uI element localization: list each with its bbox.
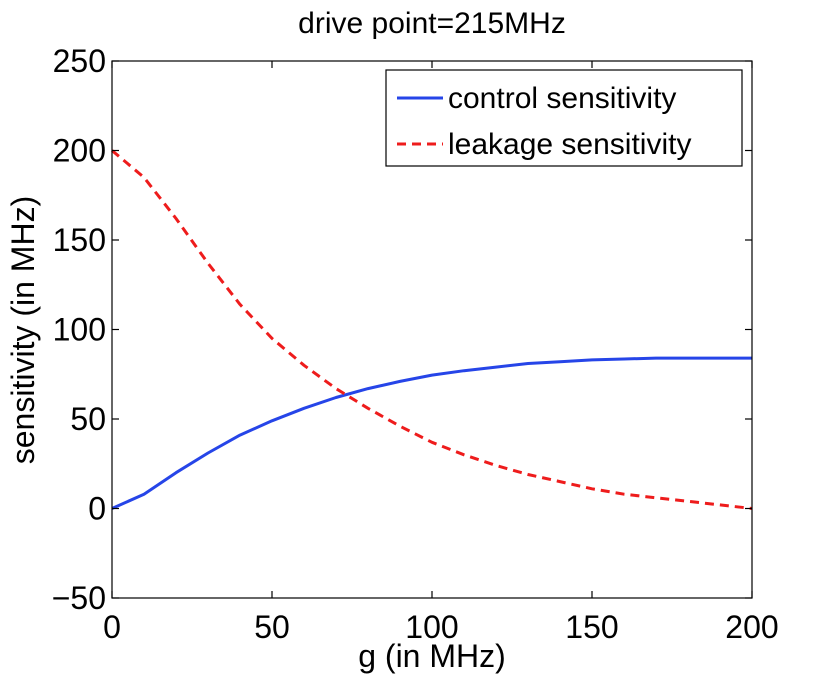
x-tick-label: 200: [725, 609, 778, 645]
x-tick-label: 150: [565, 609, 618, 645]
y-tick-label: 200: [53, 133, 106, 169]
y-axis-label: sensitivity (in MHz): [5, 196, 41, 464]
x-axis-label: g (in MHz): [358, 638, 506, 674]
y-tick-label: 150: [53, 222, 106, 258]
legend-label: control sensitivity: [448, 82, 676, 115]
y-tick-label: 100: [53, 312, 106, 348]
axis-ticks: [111, 60, 753, 599]
legend-label: leakage sensitivity: [448, 128, 691, 161]
plot-lines: [111, 149, 753, 510]
series-line-control-sensitivity: [111, 356, 752, 510]
y-tick-label: −50: [52, 580, 106, 616]
x-tick-label: 0: [103, 609, 121, 645]
x-tick-label: 50: [254, 609, 290, 645]
x-tick-label: 100: [405, 609, 458, 645]
chart-title: drive point=215MHz: [298, 7, 566, 40]
series-line-leakage-sensitivity: [111, 149, 753, 510]
y-tick-label: 50: [70, 401, 106, 437]
y-tick-label: 0: [88, 491, 106, 527]
legend-box: [385, 69, 743, 167]
y-tick-label: 250: [53, 43, 106, 79]
legend: control sensitivity leakage sensitivity: [385, 69, 743, 167]
